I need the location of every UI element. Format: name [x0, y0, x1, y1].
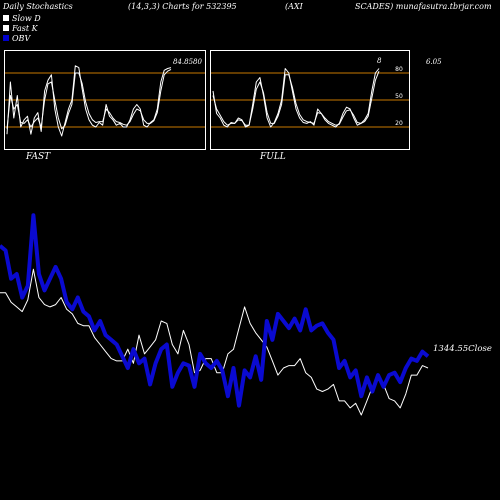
- legend-label-slow-d: Slow D: [12, 13, 41, 23]
- fast-last-value: 84.8580: [173, 58, 202, 66]
- full-series-1: [212, 71, 380, 126]
- legend-label-fast-k: Fast K: [12, 23, 38, 33]
- full-tick-50: 50: [395, 93, 403, 100]
- chart-title: Daily Stochastics: [3, 2, 73, 11]
- close-word: Close: [468, 344, 492, 354]
- legend-swatch-obv: [3, 35, 9, 41]
- fast-series-0: [6, 65, 172, 137]
- obv-series-line: [0, 213, 430, 408]
- chart-params: (14,3,3) Charts for 532395: [128, 2, 237, 11]
- legend-swatch-slow-d: [3, 15, 9, 21]
- full-tick-80: 80: [395, 66, 403, 73]
- fast-stochastic-panel: [4, 50, 206, 150]
- full-stochastic-plot: 80 50 20: [211, 66, 409, 128]
- legend-item-obv: OBV: [3, 33, 41, 43]
- legend-label-obv: OBV: [12, 33, 31, 43]
- legend-swatch-fast-k: [3, 25, 9, 31]
- chart-source: SCADES) munafasutra.tbrjar.com: [355, 2, 492, 11]
- legend: Slow D Fast K OBV: [3, 13, 41, 43]
- full-panel-label: FULL: [260, 152, 286, 162]
- fast-series-1: [6, 68, 172, 130]
- side-value: 6.05: [426, 58, 442, 66]
- fast-panel-label: FAST: [26, 152, 51, 162]
- legend-item-slow-d: Slow D: [3, 13, 41, 23]
- chart-symbol: (AXI: [285, 2, 303, 11]
- close-label: 1344.55Close: [433, 344, 492, 354]
- fast-stochastic-plot: [5, 65, 205, 137]
- close-series-line: [0, 268, 429, 416]
- close-value: 1344.55: [433, 344, 469, 354]
- legend-item-fast-k: Fast K: [3, 23, 41, 33]
- full-tick-20: 20: [395, 120, 403, 127]
- full-last-value: 8: [377, 57, 382, 65]
- full-series-0: [212, 68, 380, 128]
- full-stochastic-panel: 80 50 20: [210, 50, 410, 150]
